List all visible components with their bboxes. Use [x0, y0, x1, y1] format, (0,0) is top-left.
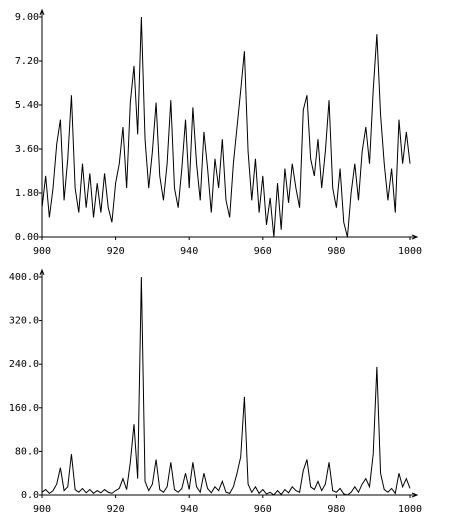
y-tick-label: 1.80: [15, 188, 39, 199]
x-tick-label: 1000: [398, 246, 422, 257]
x-axis-arrow: [411, 234, 419, 240]
y-tick-label: 320.0: [9, 316, 39, 327]
x-tick-label: 980: [327, 246, 345, 257]
x-tick-label: 900: [33, 246, 51, 257]
y-tick-label: 240.0: [9, 359, 39, 370]
y-tick-label: 400.0: [9, 272, 39, 283]
data-line: [41, 16, 411, 238]
x-tick-label: 900: [33, 504, 51, 515]
y-tick-label: 160.0: [9, 403, 39, 414]
x-axis-arrow: [411, 492, 419, 498]
y-tick-label: 0.00: [15, 232, 39, 243]
y-tick-label: 5.40: [15, 100, 39, 111]
x-tick-label: 980: [327, 504, 345, 515]
y-axis-arrow: [39, 8, 45, 16]
y-axis-arrow: [39, 268, 45, 276]
x-tick-label: 960: [254, 246, 272, 257]
x-tick-label: 920: [107, 246, 125, 257]
y-tick-label: 7.20: [15, 56, 39, 67]
x-tick-label: 940: [180, 504, 198, 515]
y-tick-label: 3.60: [15, 144, 39, 155]
x-tick-label: 920: [107, 504, 125, 515]
x-tick-label: 940: [180, 246, 198, 257]
x-tick-label: 960: [254, 504, 272, 515]
y-tick-label: 80.0: [15, 446, 39, 457]
y-tick-label: 9.00: [15, 12, 39, 23]
x-tick-label: 1000: [398, 504, 422, 515]
y-tick-label: 0.0: [21, 490, 39, 501]
data-line: [41, 276, 411, 496]
